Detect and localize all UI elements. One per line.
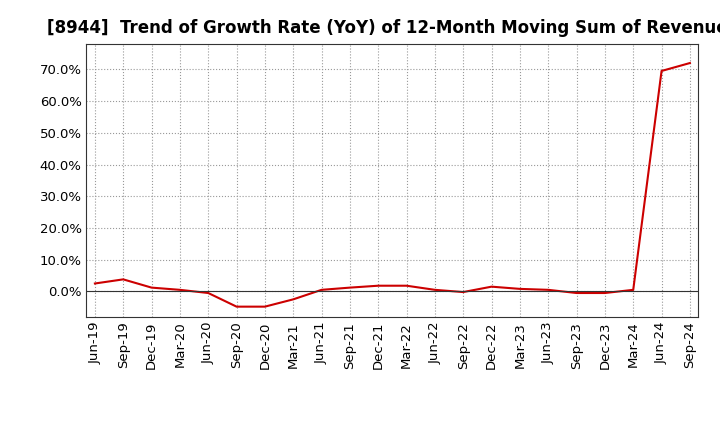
Title: [8944]  Trend of Growth Rate (YoY) of 12-Month Moving Sum of Revenues: [8944] Trend of Growth Rate (YoY) of 12-…	[47, 19, 720, 37]
